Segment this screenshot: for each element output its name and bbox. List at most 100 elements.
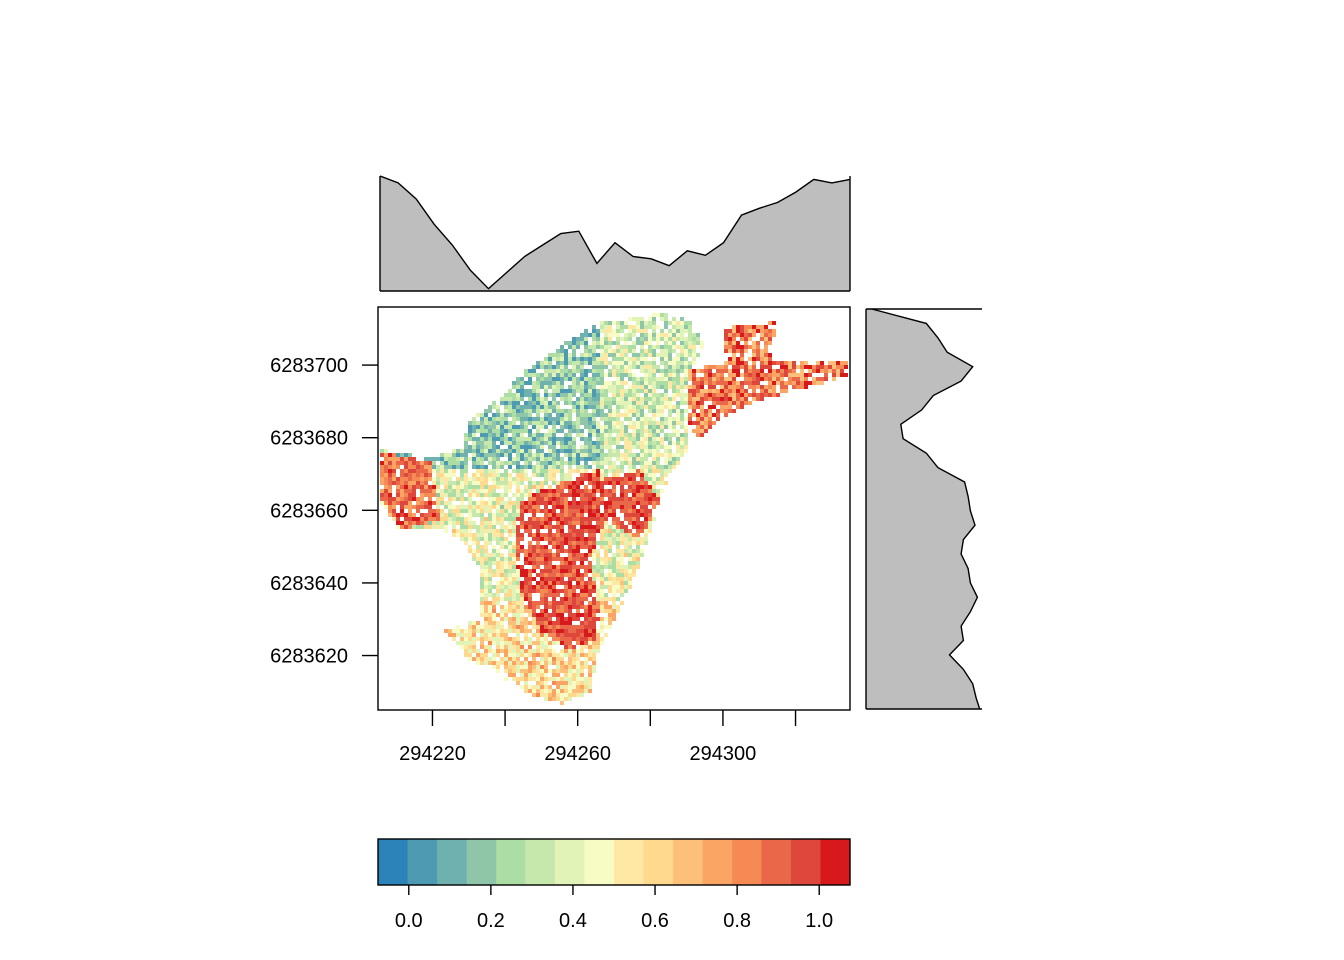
raster-cell bbox=[648, 453, 652, 457]
raster-cell bbox=[496, 669, 500, 673]
raster-cell bbox=[568, 393, 572, 397]
raster-cell bbox=[572, 409, 576, 413]
raster-cell bbox=[584, 545, 588, 549]
raster-cell bbox=[552, 633, 556, 637]
raster-cell bbox=[592, 337, 596, 341]
raster-cell bbox=[496, 465, 500, 469]
raster-cell bbox=[620, 541, 624, 545]
raster-cell bbox=[476, 453, 480, 457]
raster-cell bbox=[472, 445, 476, 449]
raster-cell bbox=[528, 549, 532, 553]
raster-cell bbox=[564, 649, 568, 653]
raster-cell bbox=[588, 381, 592, 385]
raster-cell bbox=[476, 661, 480, 665]
raster-cell bbox=[480, 609, 484, 613]
raster-cell bbox=[676, 461, 680, 465]
raster-cell bbox=[544, 685, 548, 689]
raster-cell bbox=[556, 393, 560, 397]
raster-cell bbox=[540, 621, 544, 625]
legend-tick-label: 0.8 bbox=[723, 910, 751, 932]
raster-cell bbox=[648, 373, 652, 377]
raster-cell bbox=[540, 361, 544, 365]
raster-cell bbox=[632, 497, 636, 501]
raster-cell bbox=[528, 541, 532, 545]
raster-cell bbox=[680, 357, 684, 361]
raster-cell bbox=[584, 621, 588, 625]
raster-cell bbox=[480, 653, 484, 657]
raster-cell bbox=[504, 569, 508, 573]
raster-cell bbox=[656, 449, 660, 453]
raster-cell bbox=[612, 497, 616, 501]
raster-cell bbox=[456, 625, 460, 629]
raster-cell bbox=[568, 465, 572, 469]
raster-cell bbox=[644, 457, 648, 461]
raster-cell bbox=[588, 629, 592, 633]
raster-cell bbox=[600, 393, 604, 397]
raster-cell bbox=[516, 589, 520, 593]
raster-cell bbox=[640, 353, 644, 357]
raster-cell bbox=[576, 489, 580, 493]
raster-cell bbox=[808, 373, 812, 377]
raster-cell bbox=[780, 377, 784, 381]
raster-cell bbox=[544, 621, 548, 625]
raster-cell bbox=[616, 421, 620, 425]
raster-cell bbox=[576, 605, 580, 609]
raster-cell bbox=[728, 377, 732, 381]
raster-cell bbox=[676, 413, 680, 417]
raster-cell bbox=[568, 577, 572, 581]
raster-cell bbox=[628, 481, 632, 485]
raster-cell bbox=[588, 541, 592, 545]
raster-cell bbox=[624, 349, 628, 353]
raster-cell bbox=[600, 345, 604, 349]
raster-cell bbox=[556, 409, 560, 413]
raster-cell bbox=[624, 401, 628, 405]
raster-cell bbox=[676, 429, 680, 433]
raster-cell bbox=[760, 397, 764, 401]
raster-cell bbox=[636, 509, 640, 513]
raster-cell bbox=[496, 521, 500, 525]
raster-cell bbox=[552, 489, 556, 493]
raster-cell bbox=[556, 541, 560, 545]
raster-cell bbox=[608, 405, 612, 409]
raster-cell bbox=[680, 449, 684, 453]
raster-cell bbox=[476, 505, 480, 509]
raster-cell bbox=[492, 521, 496, 525]
raster-cell bbox=[576, 593, 580, 597]
raster-cell bbox=[668, 437, 672, 441]
raster-cell bbox=[592, 553, 596, 557]
raster-cell bbox=[672, 369, 676, 373]
raster-cell bbox=[420, 525, 424, 529]
raster-cell bbox=[672, 465, 676, 469]
raster-cell bbox=[436, 501, 440, 505]
raster-cell bbox=[668, 329, 672, 333]
raster-cell bbox=[680, 401, 684, 405]
raster-cell bbox=[640, 325, 644, 329]
raster-cell bbox=[556, 457, 560, 461]
raster-cell bbox=[500, 501, 504, 505]
raster-cell bbox=[644, 469, 648, 473]
raster-cell bbox=[608, 441, 612, 445]
raster-cell bbox=[568, 429, 572, 433]
raster-cell bbox=[588, 333, 592, 337]
raster-cell bbox=[628, 529, 632, 533]
raster-cell bbox=[768, 353, 772, 357]
raster-cell bbox=[576, 401, 580, 405]
raster-cell bbox=[664, 457, 668, 461]
raster-cell bbox=[544, 601, 548, 605]
raster-cell bbox=[464, 629, 468, 633]
raster-cell bbox=[584, 557, 588, 561]
raster-cell bbox=[596, 437, 600, 441]
raster-cell bbox=[580, 525, 584, 529]
raster-cell bbox=[648, 341, 652, 345]
raster-cell bbox=[556, 493, 560, 497]
raster-cell bbox=[640, 433, 644, 437]
raster-cell bbox=[584, 349, 588, 353]
raster-cell bbox=[388, 469, 392, 473]
raster-cell bbox=[528, 381, 532, 385]
raster-cell bbox=[632, 493, 636, 497]
raster-cell bbox=[408, 477, 412, 481]
raster-cell bbox=[652, 449, 656, 453]
raster-cell bbox=[572, 353, 576, 357]
raster-cell bbox=[740, 333, 744, 337]
raster-cell bbox=[756, 397, 760, 401]
